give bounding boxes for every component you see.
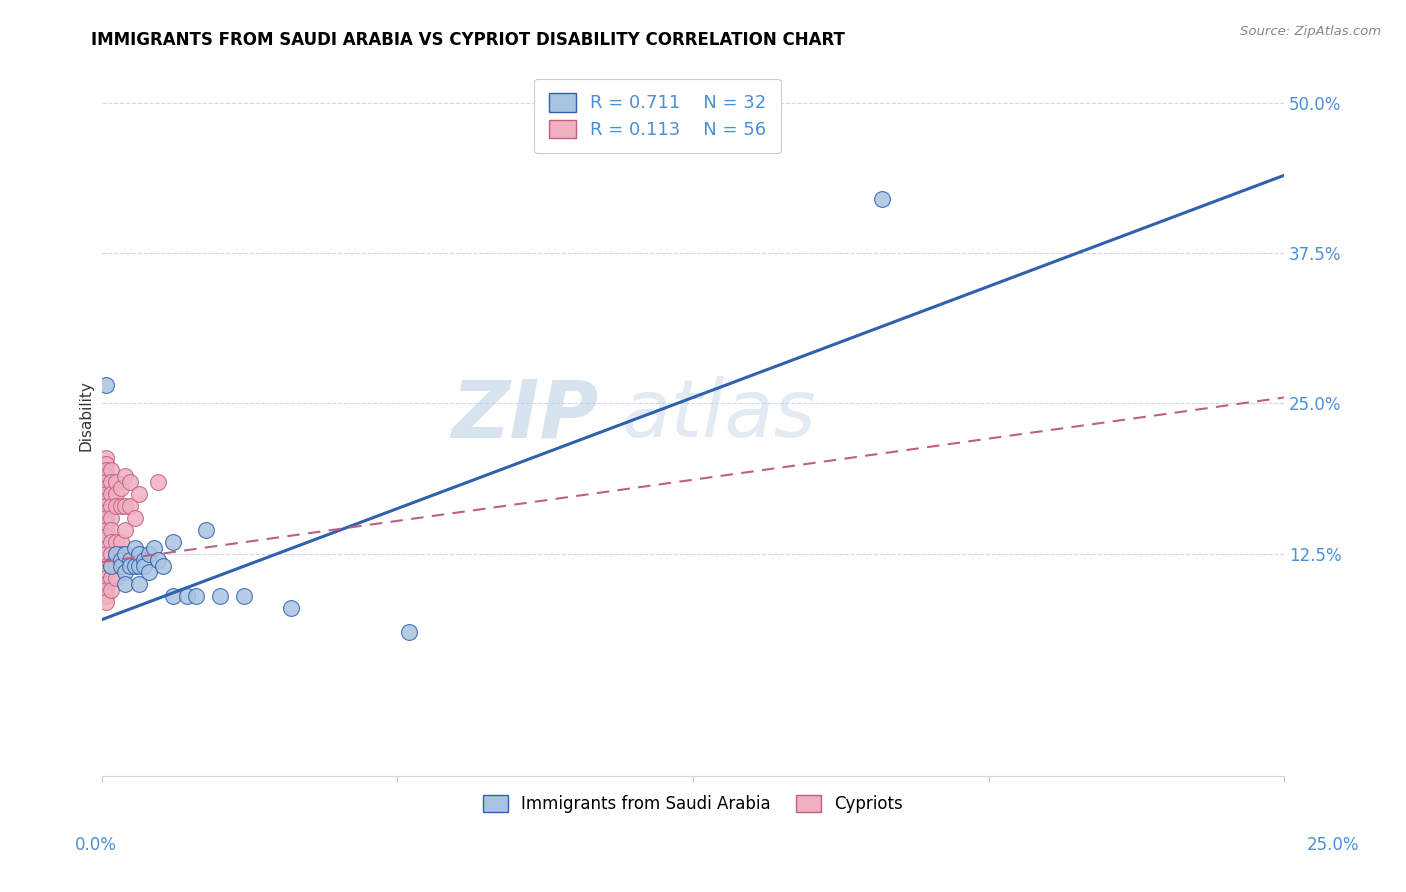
Point — [208, 589, 231, 603]
Point — [96, 462, 118, 476]
Point — [124, 558, 146, 573]
Point — [118, 499, 141, 513]
Point — [118, 552, 141, 566]
Point — [104, 558, 127, 573]
Point — [110, 534, 132, 549]
Point — [870, 192, 893, 206]
Point — [114, 468, 136, 483]
Point — [96, 475, 118, 489]
Point — [100, 475, 122, 489]
Point — [110, 558, 132, 573]
Point — [96, 582, 118, 597]
Point — [90, 462, 112, 476]
Point — [104, 534, 127, 549]
Point — [142, 541, 165, 555]
Point — [100, 571, 122, 585]
Point — [110, 481, 132, 495]
Point — [104, 486, 127, 500]
Point — [96, 523, 118, 537]
Text: IMMIGRANTS FROM SAUDI ARABIA VS CYPRIOT DISABILITY CORRELATION CHART: IMMIGRANTS FROM SAUDI ARABIA VS CYPRIOT … — [91, 31, 845, 49]
Point — [176, 589, 198, 603]
Point — [96, 516, 118, 531]
Point — [162, 534, 184, 549]
Point — [104, 475, 127, 489]
Point — [96, 499, 118, 513]
Point — [96, 486, 118, 500]
Point — [104, 571, 127, 585]
Point — [128, 547, 150, 561]
Point — [100, 558, 122, 573]
Point — [96, 558, 118, 573]
Point — [114, 523, 136, 537]
Text: ZIP: ZIP — [451, 376, 599, 455]
Point — [96, 576, 118, 591]
Text: atlas: atlas — [621, 376, 817, 455]
Point — [118, 558, 141, 573]
Point — [134, 552, 156, 566]
Point — [96, 457, 118, 471]
Point — [100, 523, 122, 537]
Point — [96, 595, 118, 609]
Point — [138, 547, 160, 561]
Point — [138, 565, 160, 579]
Point — [96, 571, 118, 585]
Point — [110, 552, 132, 566]
Point — [118, 475, 141, 489]
Point — [232, 589, 254, 603]
Point — [96, 565, 118, 579]
Point — [96, 468, 118, 483]
Point — [104, 547, 127, 561]
Point — [128, 576, 150, 591]
Point — [124, 541, 146, 555]
Point — [96, 505, 118, 519]
Point — [100, 582, 122, 597]
Point — [128, 486, 150, 500]
Point — [100, 486, 122, 500]
Point — [96, 528, 118, 542]
Point — [100, 534, 122, 549]
Point — [96, 547, 118, 561]
Point — [100, 558, 122, 573]
Point — [186, 589, 208, 603]
Point — [96, 589, 118, 603]
Point — [96, 450, 118, 465]
Point — [152, 558, 174, 573]
Text: Source: ZipAtlas.com: Source: ZipAtlas.com — [1240, 25, 1381, 38]
Point — [104, 547, 127, 561]
Point — [162, 589, 184, 603]
Point — [100, 499, 122, 513]
Point — [114, 499, 136, 513]
Point — [90, 475, 112, 489]
Point — [100, 547, 122, 561]
Point — [398, 624, 420, 639]
Point — [194, 523, 217, 537]
Point — [280, 600, 302, 615]
Text: 0.0%: 0.0% — [75, 836, 117, 854]
Point — [148, 475, 170, 489]
Point — [148, 552, 170, 566]
Point — [110, 547, 132, 561]
Point — [96, 481, 118, 495]
Point — [134, 558, 156, 573]
Point — [90, 468, 112, 483]
Text: 25.0%: 25.0% — [1306, 836, 1360, 854]
Point — [114, 576, 136, 591]
Y-axis label: Disability: Disability — [79, 380, 93, 451]
Point — [96, 510, 118, 524]
Legend: Immigrants from Saudi Arabia, Cypriots: Immigrants from Saudi Arabia, Cypriots — [475, 787, 911, 822]
Point — [128, 558, 150, 573]
Point — [96, 541, 118, 555]
Point — [104, 499, 127, 513]
Point — [96, 492, 118, 507]
Point — [114, 547, 136, 561]
Point — [100, 510, 122, 524]
Point — [100, 462, 122, 476]
Point — [110, 499, 132, 513]
Point — [124, 510, 146, 524]
Point — [96, 378, 118, 392]
Point — [114, 565, 136, 579]
